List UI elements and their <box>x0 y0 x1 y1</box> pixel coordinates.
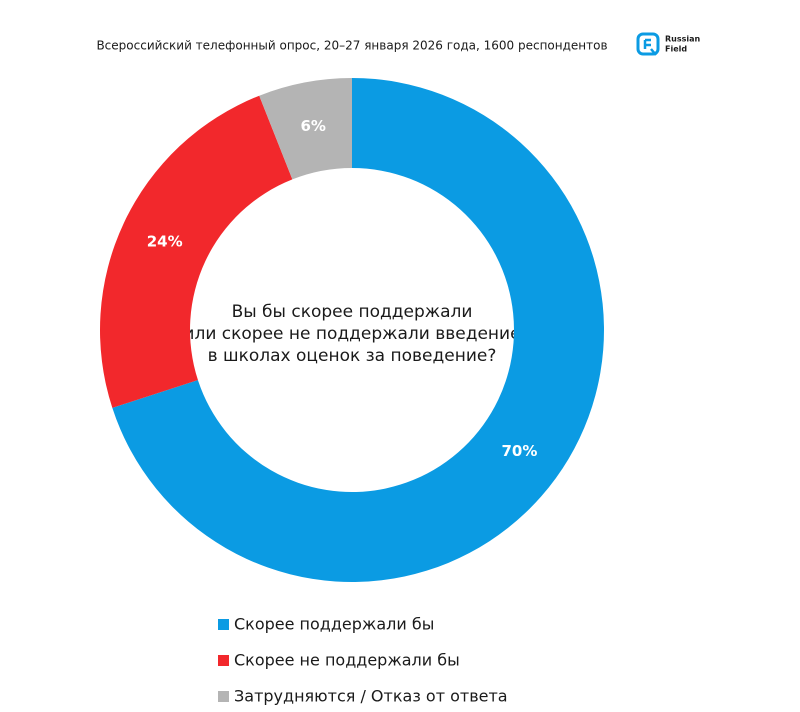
center-text: в школах оценок за поведение? <box>208 346 497 366</box>
donut-segment <box>99 95 293 408</box>
center-text: или скорее не поддержали введение <box>183 324 520 344</box>
value-label: 24% <box>147 232 183 250</box>
center-text: Вы бы скорее поддержали <box>232 302 473 322</box>
chart-title: Всероссийский телефонный опрос, 20–27 ян… <box>96 39 607 53</box>
donut-segment <box>112 78 605 582</box>
logo-icon <box>636 32 660 56</box>
value-label: 6% <box>300 117 325 135</box>
legend-label: Затрудняются / Отказ от ответа <box>234 687 508 706</box>
legend-swatch <box>218 655 229 666</box>
value-label: 70% <box>502 442 538 460</box>
donut-segment <box>259 78 352 180</box>
legend-swatch <box>218 619 229 630</box>
logo-text: Field <box>665 45 687 54</box>
legend-label: Скорее не поддержали бы <box>234 651 460 670</box>
legend-label: Скорее поддержали бы <box>234 615 434 634</box>
legend-swatch <box>218 691 229 702</box>
logo-icon-mark <box>643 38 657 56</box>
logo: Russian Field <box>636 32 701 56</box>
logo-text: Russian <box>665 35 701 44</box>
